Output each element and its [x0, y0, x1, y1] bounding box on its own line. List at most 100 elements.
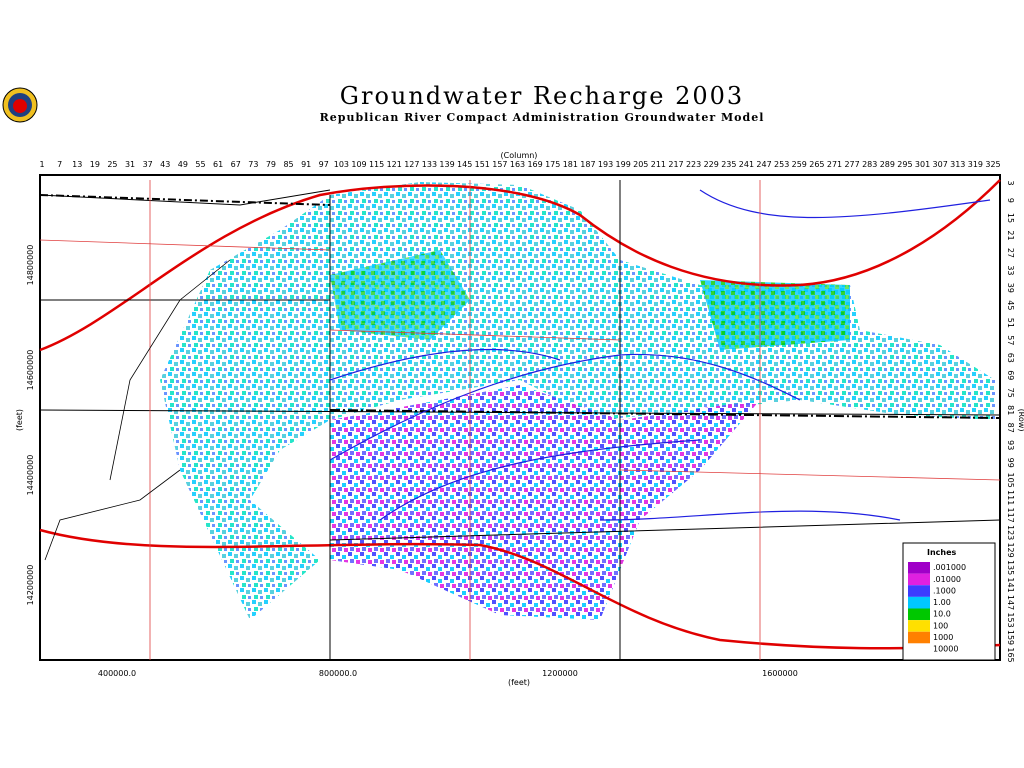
y-tick-label: 14600000: [26, 350, 35, 391]
column-tick-label: 151: [475, 160, 490, 169]
row-tick-label: 99: [1006, 458, 1015, 468]
row-tick-label: 57: [1006, 335, 1015, 345]
row-tick-label: 75: [1006, 388, 1015, 398]
column-tick-label: 67: [231, 160, 241, 169]
column-tick-label: 163: [510, 160, 525, 169]
row-tick-label: 123: [1006, 525, 1015, 540]
row-tick-label: 9: [1006, 198, 1015, 203]
row-tick-label: 111: [1006, 490, 1015, 505]
column-tick-label: 199: [616, 160, 631, 169]
column-tick-label: 313: [950, 160, 965, 169]
title: Groundwater Recharge 2003: [340, 82, 744, 110]
column-tick-label: 259: [792, 160, 807, 169]
column-tick-label: 139: [439, 160, 454, 169]
row-tick-label: 39: [1006, 283, 1015, 293]
column-tick-label: 295: [897, 160, 912, 169]
row-tick-label: 33: [1006, 265, 1015, 275]
legend-title: Inches: [927, 548, 957, 557]
legend-label: .001000: [933, 563, 966, 572]
legend-label: 10000: [933, 645, 958, 654]
column-tick-label: 7: [57, 160, 62, 169]
row-tick-label: 3: [1006, 180, 1015, 185]
column-tick-label: 223: [686, 160, 701, 169]
row-tick-label: 45: [1006, 300, 1015, 310]
legend-label: .1000: [933, 586, 956, 595]
legend: Inches .001000 .01000 .1000 1.00 10.0 100 1000…: [902, 542, 996, 661]
x-tick-label: 1200000: [542, 669, 578, 678]
column-tick-label: 121: [387, 160, 402, 169]
column-tick-label: 265: [809, 160, 824, 169]
row-tick-label: 81: [1006, 405, 1015, 415]
column-tick-label: 235: [721, 160, 736, 169]
row-tick-label: 27: [1006, 248, 1015, 258]
row-label: (Row): [1017, 409, 1024, 432]
column-tick-label: 187: [580, 160, 595, 169]
column-tick-label: 49: [178, 160, 188, 169]
legend-swatch: [908, 585, 930, 597]
column-tick-label: 55: [195, 160, 205, 169]
column-tick-label: 193: [598, 160, 613, 169]
column-tick-label: 301: [915, 160, 930, 169]
row-tick-label: 147: [1006, 595, 1015, 610]
row-tick-label: 21: [1006, 230, 1015, 240]
x-tick-label: 400000.0: [98, 669, 136, 678]
column-tick-label: 79: [266, 160, 276, 169]
column-tick-label: 145: [457, 160, 472, 169]
column-tick-label: 37: [143, 160, 153, 169]
column-tick-label: 73: [248, 160, 258, 169]
column-tick-label: 103: [334, 160, 349, 169]
column-tick-label: 61: [213, 160, 223, 169]
legend-label: .01000: [933, 575, 961, 584]
x-tick-label: 800000.0: [319, 669, 357, 678]
column-tick-label: 115: [369, 160, 384, 169]
tick-labels: (Column)1 7 13 19 25 31 37 43 49 55 61 67 73 79 85 91 97…: [15, 151, 1024, 687]
legend-swatch: [908, 596, 930, 609]
legend-label: 10.0: [933, 610, 951, 619]
row-tick-label: 159: [1006, 630, 1015, 645]
column-tick-label: 211: [651, 160, 666, 169]
column-tick-label: 91: [301, 160, 311, 169]
legend-label: 1000: [933, 633, 953, 642]
column-label: (Column): [501, 151, 538, 160]
row-tick-label: 87: [1006, 423, 1015, 433]
legend-swatch: [908, 573, 930, 586]
column-tick-label: 169: [527, 160, 542, 169]
row-tick-label: 105: [1006, 473, 1015, 488]
column-tick-label: 85: [283, 160, 293, 169]
column-tick-label: 1: [39, 160, 44, 169]
column-tick-label: 247: [756, 160, 771, 169]
y-tick-label: 14400000: [26, 455, 35, 496]
row-tick-label: 141: [1006, 577, 1015, 592]
legend-label: 1.00: [933, 598, 951, 607]
column-tick-label: 271: [827, 160, 842, 169]
legend-swatch: [908, 631, 930, 644]
column-tick-label: 19: [90, 160, 100, 169]
x-axis-label: (feet): [508, 678, 530, 687]
x-tick-label: 1600000: [762, 669, 798, 678]
y-axis-label: (feet): [15, 409, 24, 431]
column-tick-label: 289: [880, 160, 895, 169]
legend-swatch: [908, 562, 930, 574]
column-tick-label: 229: [704, 160, 719, 169]
legend-swatch: [908, 643, 930, 655]
column-tick-label: 253: [774, 160, 789, 169]
logo: [2, 87, 38, 123]
column-tick-label: 25: [107, 160, 117, 169]
legend-swatch: [908, 608, 930, 621]
column-tick-label: 133: [422, 160, 437, 169]
row-tick-label: 93: [1006, 440, 1015, 450]
column-tick-label: 319: [968, 160, 983, 169]
row-tick-label: 135: [1006, 560, 1015, 575]
column-tick-label: 325: [985, 160, 1000, 169]
column-tick-label: 157: [492, 160, 507, 169]
row-tick-label: 51: [1006, 318, 1015, 328]
column-tick-label: 217: [668, 160, 683, 169]
row-tick-label: 69: [1006, 370, 1015, 380]
y-tick-label: 14200000: [26, 565, 35, 606]
y-tick-label: 14800000: [26, 245, 35, 286]
row-tick-label: 117: [1006, 508, 1015, 523]
column-tick-label: 31: [125, 160, 135, 169]
row-tick-label: 15: [1006, 213, 1015, 223]
column-tick-label: 13: [72, 160, 82, 169]
